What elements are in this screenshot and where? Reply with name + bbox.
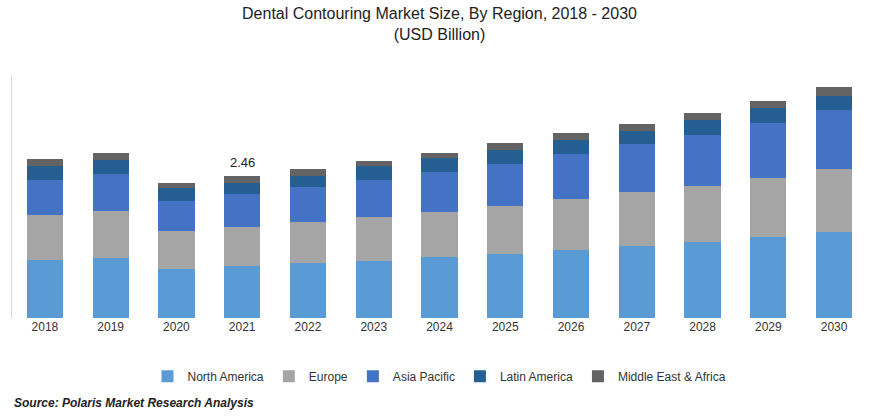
- svg-text:Asia Pacific: Asia Pacific: [393, 370, 455, 384]
- svg-text:2023: 2023: [360, 320, 387, 334]
- svg-text:Latin America: Latin America: [500, 370, 573, 384]
- svg-text:2020: 2020: [163, 320, 190, 334]
- svg-text:2025: 2025: [492, 320, 519, 334]
- svg-text:2018: 2018: [32, 320, 59, 334]
- svg-text:2027: 2027: [623, 320, 650, 334]
- svg-text:2022: 2022: [295, 320, 322, 334]
- svg-text:Europe: Europe: [309, 370, 348, 384]
- svg-text:2024: 2024: [426, 320, 453, 334]
- svg-text:2028: 2028: [689, 320, 716, 334]
- svg-text:2026: 2026: [558, 320, 585, 334]
- svg-text:2029: 2029: [755, 320, 782, 334]
- svg-text:2030: 2030: [821, 320, 848, 334]
- svg-text:2.46: 2.46: [230, 155, 255, 170]
- svg-text:North America: North America: [188, 370, 264, 384]
- svg-text:Middle East & Africa: Middle East & Africa: [618, 370, 726, 384]
- svg-text:Dental Contouring Market Size,: Dental Contouring Market Size, By Region…: [242, 5, 637, 43]
- svg-text:Source: Polaris Market Researc: Source: Polaris Market Research Analysis: [14, 396, 254, 410]
- svg-text:2019: 2019: [97, 320, 124, 334]
- svg-text:2021: 2021: [229, 320, 256, 334]
